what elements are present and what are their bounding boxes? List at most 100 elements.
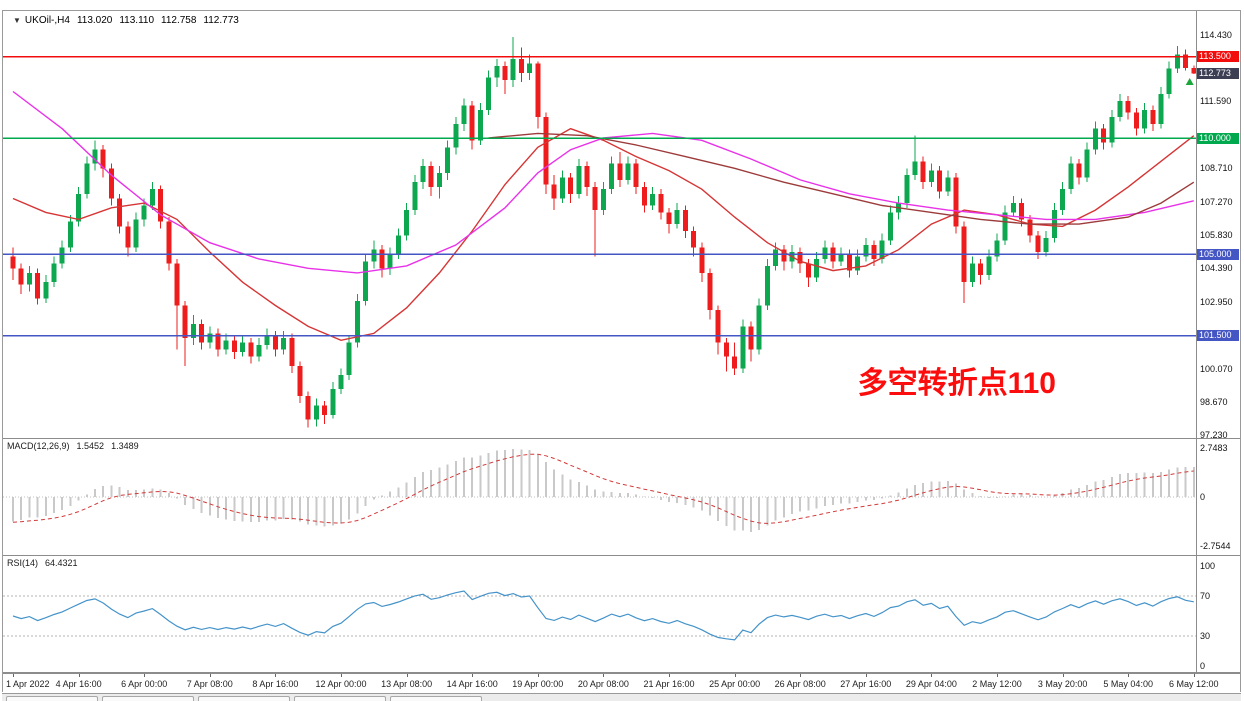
- rsi-axis-tick: 30: [1200, 631, 1211, 641]
- time-axis-tick: [341, 674, 342, 677]
- price-axis[interactable]: 114.430 111.590 108.710 107.270 105.830 104.3…: [1196, 11, 1240, 440]
- time-axis-tick: [931, 674, 933, 677]
- chart-tabs-bar[interactable]: [2, 693, 1241, 701]
- price-level-badge: 110.000: [1197, 132, 1239, 144]
- time-axis-tick: [78, 674, 80, 677]
- macd-signal-value: 1.3489: [111, 441, 139, 451]
- rsi-axis-tick: 70: [1200, 591, 1211, 601]
- time-axis-label: 5 May 04:00: [1103, 679, 1153, 689]
- time-axis[interactable]: 1 Apr 2022 4 Apr 16:00 6 Apr 00:00 7 Apr 08…: [3, 673, 1240, 692]
- price-level-badge: 113.500: [1197, 51, 1239, 63]
- time-axis-label: 19 Apr 00:00: [512, 679, 564, 689]
- time-axis-tick: [1193, 674, 1195, 677]
- ma-slow-magenta: [12, 90, 1194, 274]
- macd-histogram: [12, 449, 1195, 533]
- time-axis-label: 21 Apr 16:00: [643, 679, 695, 689]
- time-axis-tick: [800, 674, 802, 677]
- rsi-name: RSI(14): [7, 558, 39, 568]
- macd-label: MACD(12,26,9) 1.5452 1.3489: [7, 441, 139, 451]
- pane-separator[interactable]: [3, 672, 1240, 673]
- ohlc-high: 113.110: [119, 15, 155, 26]
- candles: [10, 36, 1196, 428]
- time-axis-label: 6 Apr 00:00: [121, 679, 168, 689]
- time-axis-label: 29 Apr 04:00: [905, 679, 957, 689]
- time-axis-label: 6 May 12:00: [1169, 679, 1219, 689]
- ohlc-close: 112.773: [203, 15, 239, 26]
- chart-tab[interactable]: [6, 696, 98, 701]
- price-axis-tick: 102.950: [1200, 296, 1233, 307]
- time-axis-tick: [209, 674, 211, 677]
- price-level-badge: 112.773: [1197, 68, 1239, 80]
- rsi-label: RSI(14) 64.4321: [7, 558, 78, 568]
- time-axis-tick: [144, 674, 146, 677]
- horizontal-level-lines: [3, 55, 1196, 337]
- rsi-chart[interactable]: [3, 556, 1196, 672]
- macd-pane[interactable]: MACD(12,26,9) 1.5452 1.3489: [3, 439, 1196, 555]
- price-chart-pane[interactable]: ▼ UKOil-,H4 113.020 113.110 112.758 112.773 多…: [3, 11, 1196, 438]
- time-axis-label: 2 May 12:00: [972, 679, 1022, 689]
- time-axis-label: 3 May 20:00: [1037, 679, 1088, 689]
- price-axis-tick: 114.430: [1200, 30, 1232, 40]
- macd-signal-line: [12, 453, 1194, 524]
- time-axis-tick: [472, 674, 474, 677]
- ma-fast-red: [12, 127, 1195, 342]
- price-level-badge: 105.000: [1197, 248, 1239, 260]
- up-arrow-marker: [1185, 78, 1194, 86]
- symbol-timeframe-label: UKOil-,H4: [24, 15, 70, 26]
- time-axis-tick: [1062, 674, 1064, 677]
- rsi-pane[interactable]: RSI(14) 64.4321: [3, 556, 1196, 672]
- ohlc-low: 112.758: [161, 15, 197, 26]
- time-axis-tick: [734, 674, 736, 677]
- time-axis-label: 14 Apr 16:00: [446, 679, 498, 689]
- time-axis-tick: [1128, 674, 1130, 677]
- price-axis-tick: 104.390: [1200, 263, 1233, 274]
- time-axis-label: 12 Apr 00:00: [315, 679, 367, 689]
- price-axis-tick: 97.230: [1200, 430, 1228, 440]
- time-axis-tick: [275, 674, 277, 677]
- time-axis-tick: [865, 674, 867, 677]
- chart-tab[interactable]: [102, 696, 194, 701]
- candlestick-chart[interactable]: [3, 11, 1196, 438]
- macd-name: MACD(12,26,9): [7, 441, 70, 451]
- time-axis-tick: [406, 674, 408, 677]
- pane-separator[interactable]: [3, 438, 1240, 439]
- time-axis-label: 27 Apr 16:00: [840, 679, 892, 689]
- price-axis-tick: 111.590: [1200, 96, 1232, 107]
- time-axis-tick: [669, 674, 670, 677]
- time-axis-label: 13 Apr 08:00: [381, 679, 433, 689]
- macd-axis-tick: 0: [1200, 492, 1206, 502]
- price-axis-tick: 105.830: [1200, 230, 1233, 240]
- macd-main-value: 1.5452: [76, 441, 105, 451]
- macd-chart[interactable]: [3, 439, 1196, 555]
- chart-annotation-text[interactable]: 多空转折点110: [857, 366, 1056, 400]
- chart-tab[interactable]: [390, 696, 482, 701]
- rsi-value: 64.4321: [45, 558, 78, 568]
- rsi-axis[interactable]: 100 70 30 0: [1196, 556, 1240, 672]
- time-axis-label: 4 Apr 16:00: [55, 679, 102, 689]
- time-axis-label: 8 Apr 16:00: [252, 679, 299, 689]
- time-axis-label: 25 Apr 00:00: [709, 679, 761, 689]
- time-axis-tick: [997, 674, 998, 677]
- chart-tab[interactable]: [294, 696, 386, 701]
- time-axis-tick: [13, 674, 14, 677]
- price-axis-tick: 100.070: [1200, 363, 1233, 374]
- collapse-arrow-icon[interactable]: ▼: [13, 16, 21, 25]
- chart-tab[interactable]: [198, 696, 290, 701]
- macd-axis-tick: 2.7483: [1200, 443, 1228, 453]
- time-axis-label: 7 Apr 08:00: [186, 679, 233, 689]
- price-axis-tick: 108.710: [1200, 163, 1233, 174]
- ma-long-darkred: [488, 132, 1195, 225]
- time-axis-label: 20 Apr 08:00: [577, 679, 629, 689]
- rsi-axis-tick: 0: [1200, 661, 1206, 671]
- price-axis-tick: 107.270: [1200, 196, 1233, 207]
- rsi-axis-tick: 100: [1200, 561, 1216, 571]
- price-axis-tick: 98.670: [1200, 396, 1228, 407]
- chart-window: ▼ UKOil-,H4 113.020 113.110 112.758 112.773 多…: [2, 10, 1241, 692]
- macd-axis[interactable]: 2.7483 0 -2.7544: [1196, 439, 1240, 555]
- time-axis-tick: [603, 674, 605, 677]
- pane-separator[interactable]: [3, 555, 1240, 556]
- ohlc-open: 113.020: [76, 15, 113, 26]
- time-axis-label: 26 Apr 08:00: [774, 679, 826, 689]
- macd-axis-tick: -2.7544: [1200, 541, 1231, 551]
